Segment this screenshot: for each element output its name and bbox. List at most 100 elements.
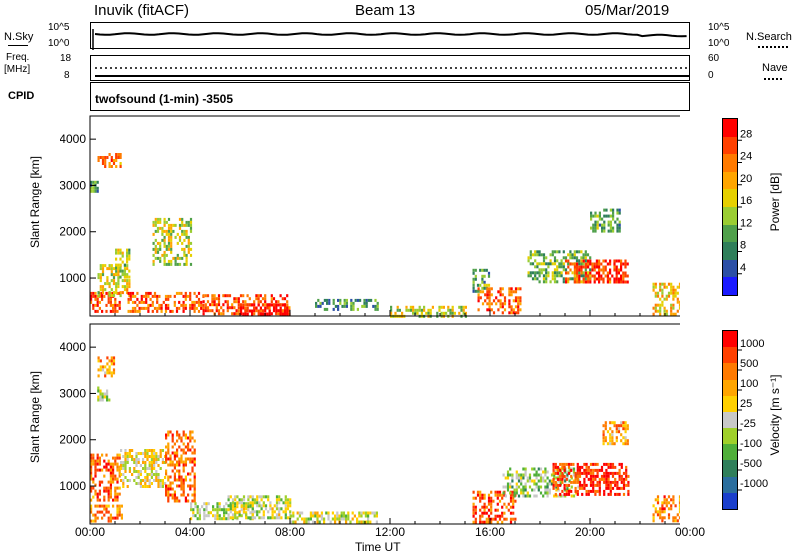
power-cell bbox=[484, 293, 487, 297]
velocity-cell bbox=[513, 494, 516, 498]
velocity-cell bbox=[116, 468, 119, 472]
power-cell bbox=[582, 265, 585, 269]
velocity-cell bbox=[97, 398, 100, 402]
power-cell bbox=[486, 296, 489, 300]
power-cell bbox=[275, 303, 278, 307]
power-cell bbox=[161, 226, 164, 230]
velocity-cell bbox=[161, 458, 164, 461]
power-cell bbox=[96, 303, 99, 307]
power-cell bbox=[317, 304, 320, 308]
power-cell bbox=[162, 300, 165, 304]
velocity-cell bbox=[260, 516, 263, 520]
power-cell bbox=[184, 291, 187, 295]
power-cell bbox=[255, 306, 258, 310]
power-cell bbox=[233, 306, 236, 310]
velocity-cell bbox=[600, 477, 604, 481]
velocity-cell bbox=[624, 427, 627, 431]
power-cell bbox=[396, 308, 399, 312]
velocity-cell bbox=[535, 485, 538, 489]
velocity-cell bbox=[611, 430, 614, 434]
velocity-cell bbox=[96, 459, 99, 463]
power-cell bbox=[121, 251, 124, 255]
velocity-cell bbox=[167, 475, 170, 479]
velocity-cell bbox=[184, 457, 187, 461]
power-cell bbox=[244, 312, 247, 316]
velocity-cell bbox=[249, 504, 252, 508]
velocity-patch bbox=[290, 511, 378, 524]
velocity-cell bbox=[92, 459, 95, 463]
velocity-cell bbox=[98, 459, 101, 463]
velocity-cell bbox=[92, 513, 95, 517]
velocity-cell bbox=[112, 356, 116, 360]
power-cell bbox=[272, 297, 276, 301]
velocity-cell bbox=[520, 479, 523, 483]
power-cell bbox=[319, 304, 322, 308]
power-cell bbox=[615, 274, 618, 278]
power-cell bbox=[551, 250, 554, 254]
power-cell bbox=[193, 300, 196, 304]
power-cell bbox=[101, 273, 105, 277]
velocity-colorbar-step bbox=[723, 379, 737, 396]
velocity-cell bbox=[278, 498, 281, 502]
power-cell bbox=[497, 299, 500, 303]
velocity-cell bbox=[109, 465, 112, 469]
power-cell bbox=[512, 311, 515, 315]
velocity-cell bbox=[139, 473, 142, 476]
velocity-cell bbox=[247, 502, 250, 506]
power-cell bbox=[277, 300, 280, 304]
power-cell bbox=[607, 223, 610, 227]
power-cell bbox=[184, 294, 187, 298]
power-cell bbox=[266, 306, 269, 310]
velocity-cell bbox=[171, 496, 174, 500]
velocity-cell bbox=[627, 492, 630, 496]
power-cell bbox=[273, 303, 276, 307]
velocity-cell bbox=[104, 371, 107, 375]
power-patch bbox=[152, 217, 193, 266]
velocity-cell bbox=[589, 480, 593, 484]
power-cell bbox=[94, 309, 97, 313]
power-cell bbox=[134, 294, 137, 298]
velocity-cell bbox=[225, 502, 228, 506]
power-cell bbox=[514, 311, 518, 315]
power-cell bbox=[540, 253, 543, 257]
power-cell bbox=[156, 309, 159, 313]
velocity-cell bbox=[524, 482, 527, 486]
power-colorbar-step bbox=[723, 259, 737, 278]
power-cell bbox=[189, 297, 192, 301]
power-cell bbox=[598, 265, 601, 269]
velocity-cell bbox=[176, 496, 179, 500]
velocity-cell bbox=[620, 439, 623, 443]
power-cell bbox=[151, 303, 154, 307]
power-cell bbox=[286, 300, 289, 304]
velocity-cbar-tick-label: 500 bbox=[740, 358, 758, 370]
power-cell bbox=[159, 226, 162, 230]
power-cell bbox=[676, 285, 679, 289]
power-cell bbox=[337, 307, 340, 311]
velocity-cell bbox=[116, 513, 119, 517]
power-cell bbox=[598, 211, 601, 215]
velocity-cell bbox=[173, 475, 176, 479]
velocity-cell bbox=[146, 485, 149, 488]
velocity-cell bbox=[191, 493, 194, 497]
velocity-cell bbox=[193, 496, 196, 500]
velocity-cell bbox=[587, 471, 590, 475]
velocity-patch bbox=[165, 430, 196, 503]
velocity-cell bbox=[124, 464, 127, 467]
velocity-cell bbox=[567, 471, 571, 475]
power-cell bbox=[163, 250, 166, 254]
velocity-cell bbox=[103, 513, 106, 517]
power-cell bbox=[603, 208, 606, 212]
power-cell bbox=[217, 297, 221, 301]
velocity-cell bbox=[214, 517, 217, 521]
velocity-cell bbox=[578, 471, 582, 475]
velocity-cell bbox=[137, 452, 140, 455]
velocity-cell bbox=[334, 517, 337, 521]
velocity-cell bbox=[198, 508, 201, 512]
velocity-cell bbox=[216, 508, 219, 512]
velocity-cell bbox=[490, 505, 493, 509]
power-cell bbox=[235, 297, 238, 301]
power-cell bbox=[189, 241, 193, 245]
velocity-cell bbox=[229, 507, 232, 511]
power-cell bbox=[501, 311, 504, 315]
power-cell bbox=[486, 302, 489, 306]
